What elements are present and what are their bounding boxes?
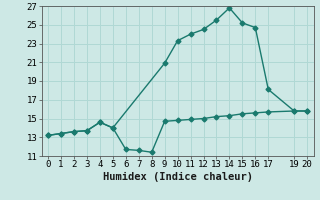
X-axis label: Humidex (Indice chaleur): Humidex (Indice chaleur) bbox=[103, 172, 252, 182]
